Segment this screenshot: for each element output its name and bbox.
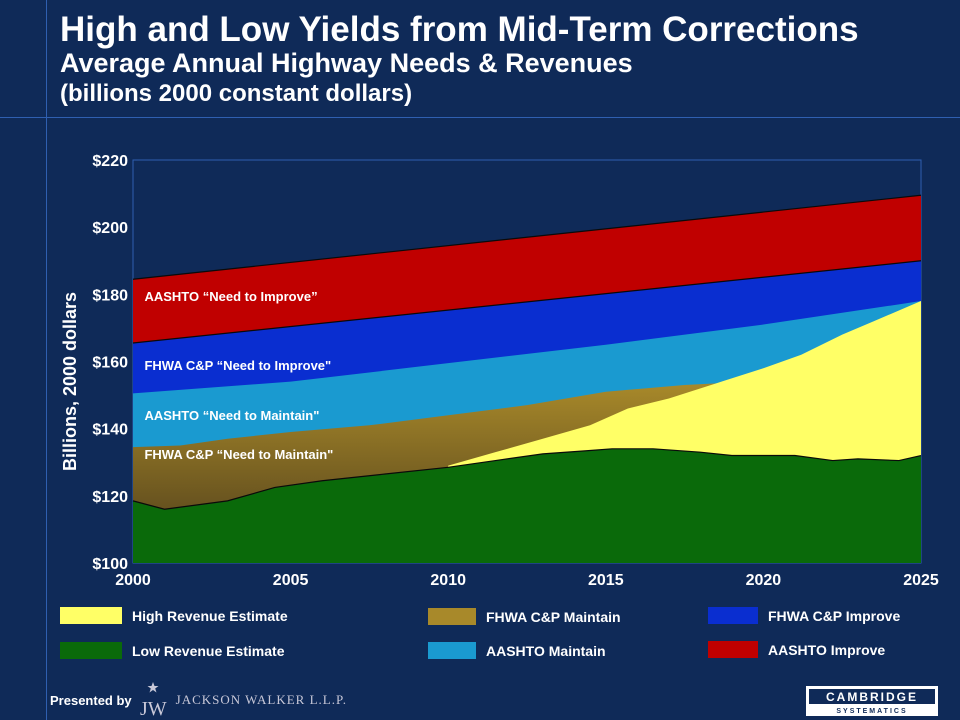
jackson-walker-logo: JW JACKSON WALKER L.L.P. [138, 682, 347, 718]
svg-text:CAMBRIDGE: CAMBRIDGE [826, 690, 918, 704]
line-aashto-improve [132, 194, 922, 280]
legend-swatch [60, 642, 122, 659]
band-annotation: AASHTO “Need to Maintain" [144, 408, 319, 423]
y-tick-label: $100 [92, 556, 128, 573]
presenter-credit: Presented by JW JACKSON WALKER L.L.P. [50, 682, 347, 718]
x-tick-label: 2005 [273, 572, 309, 589]
band-annotation: AASHTO “Need to Improve” [144, 289, 317, 304]
x-tick-label: 2020 [746, 572, 782, 589]
cambridge-systematics-logo: CAMBRIDGE SYSTEMATICS [806, 686, 938, 716]
y-tick-label: $180 [92, 287, 128, 304]
legend-label: FHWA C&P Maintain [486, 608, 621, 625]
band-annotation: FHWA C&P “Need to Maintain" [144, 447, 333, 462]
chart-subtitle: Average Annual Highway Needs & Revenues [60, 48, 633, 78]
legend-item-fhwa-maintain: FHWA C&P Maintain [428, 608, 621, 625]
y-tick-label: $200 [92, 220, 128, 237]
x-tick-label: 2025 [903, 572, 939, 589]
line-fhwa-improve [132, 260, 922, 344]
legend-label: FHWA C&P Improve [768, 607, 901, 624]
area-low-revenue [133, 448, 921, 563]
presented-by-label: Presented by [50, 692, 132, 708]
x-tick-label: 2015 [588, 572, 624, 589]
y-axis-title: Billions, 2000 dollars [60, 292, 80, 471]
legend-item-low-revenue: Low Revenue Estimate [60, 642, 285, 659]
band-annotation: FHWA C&P “Need to Improve" [144, 358, 331, 373]
left-divider [46, 0, 47, 720]
y-tick-label: $140 [92, 422, 128, 439]
legend-item-fhwa-improve: FHWA C&P Improve [708, 607, 900, 624]
legend-item-high-revenue: High Revenue Estimate [60, 607, 288, 624]
legend-item-aashto-improve: AASHTO Improve [708, 641, 885, 658]
area-chart: $100 $120 $140 $160 $180 $200 $220 2000 2005 2010… [60, 153, 939, 589]
header-divider [0, 117, 960, 118]
line-low-revenue [132, 448, 922, 510]
legend-swatch [708, 607, 758, 624]
y-tick-label: $160 [92, 355, 128, 372]
svg-text:JW: JW [140, 698, 167, 718]
y-tick-label: $120 [92, 489, 128, 506]
legend-swatch [428, 608, 476, 625]
legend-item-aashto-maintain: AASHTO Maintain [428, 642, 606, 659]
jw-monogram-icon: JW [140, 682, 167, 718]
y-tick-label: $220 [92, 153, 128, 170]
legend-label: AASHTO Maintain [486, 642, 606, 659]
svg-text:SYSTEMATICS: SYSTEMATICS [836, 708, 907, 715]
chart-units-subtitle: (billions 2000 constant dollars) [60, 80, 413, 107]
legend-label: Low Revenue Estimate [132, 642, 285, 659]
jackson-walker-name: JACKSON WALKER L.L.P. [175, 692, 348, 707]
chart-title: High and Low Yields from Mid-Term Correc… [60, 10, 859, 49]
legend-label: AASHTO Improve [768, 641, 886, 658]
x-tick-label: 2010 [430, 572, 466, 589]
legend-swatch [60, 607, 122, 624]
legend-label: High Revenue Estimate [132, 607, 288, 624]
legend-swatch [708, 641, 758, 658]
x-tick-label: 2000 [115, 572, 151, 589]
legend-swatch [428, 642, 476, 659]
